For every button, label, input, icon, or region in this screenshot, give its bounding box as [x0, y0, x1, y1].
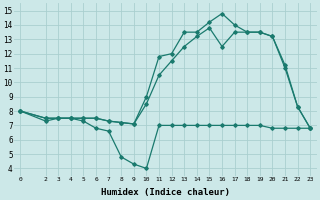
X-axis label: Humidex (Indice chaleur): Humidex (Indice chaleur) [101, 188, 230, 197]
